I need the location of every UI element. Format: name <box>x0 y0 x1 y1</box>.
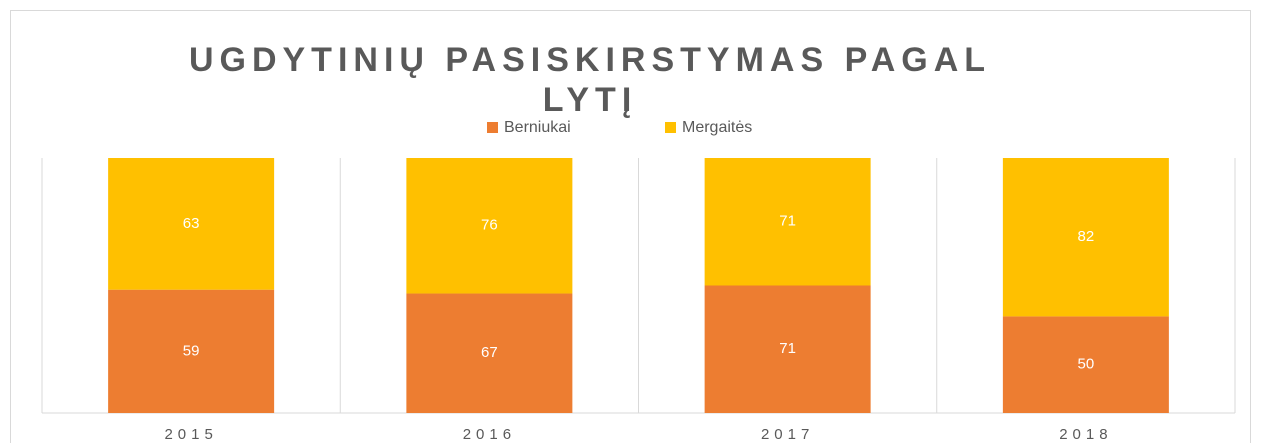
bar-segment <box>704 158 871 286</box>
x-tick-label: 2016 <box>463 426 516 443</box>
x-tick-label: 2015 <box>164 426 217 443</box>
data-label: 71 <box>779 213 796 230</box>
bar-segment <box>108 158 275 290</box>
legend-swatch <box>487 122 498 133</box>
x-tick-label: 2018 <box>1059 426 1112 443</box>
bar-segment <box>406 293 573 413</box>
bar-segment <box>406 158 573 294</box>
bar-segment <box>1002 158 1169 317</box>
legend-label: Berniukai <box>504 119 571 136</box>
data-label: 82 <box>1078 228 1095 245</box>
bar-segment <box>108 289 275 413</box>
x-tick-label: 2017 <box>761 426 814 443</box>
bar-segment <box>704 285 871 413</box>
data-label: 76 <box>481 217 498 234</box>
data-label: 63 <box>183 215 200 232</box>
data-label: 71 <box>779 340 796 357</box>
data-label: 59 <box>183 342 200 359</box>
chart-frame <box>10 10 1251 443</box>
chart-title: UGDYTINIŲ PASISKIRSTYMAS PAGAL LYTĮ <box>188 41 992 119</box>
data-label: 50 <box>1078 356 1095 373</box>
legend-swatch <box>665 122 676 133</box>
legend-label: Mergaitės <box>682 119 752 136</box>
bar-segment <box>1002 316 1169 413</box>
data-label: 67 <box>481 344 498 361</box>
